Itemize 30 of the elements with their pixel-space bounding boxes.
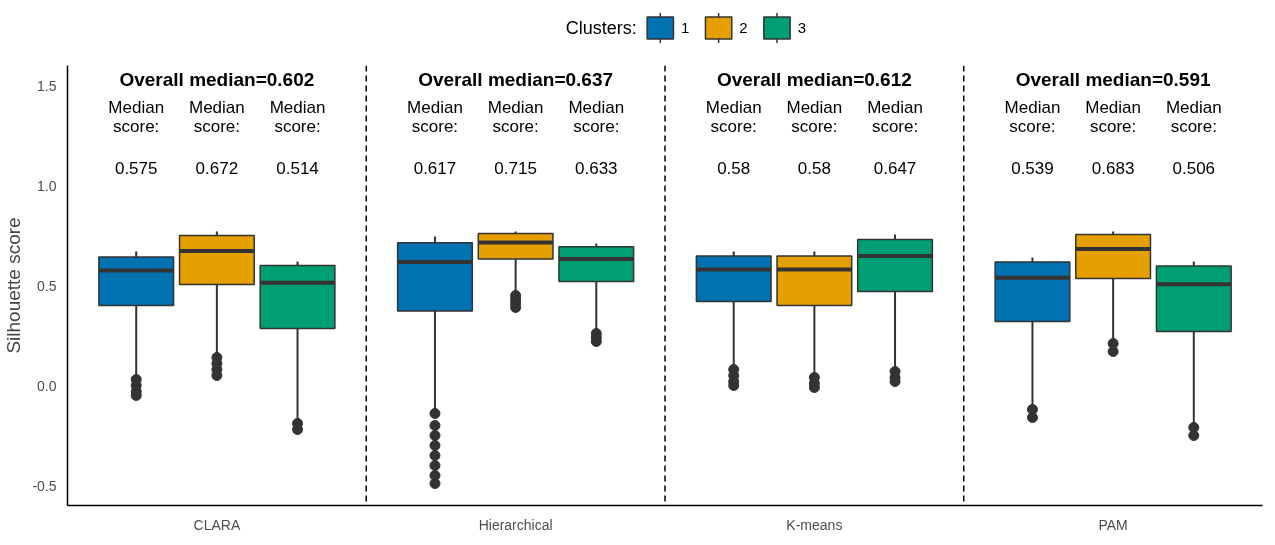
- y-tick-label: 0.5: [37, 277, 57, 294]
- annotation: Overall median=0.602: [119, 69, 315, 90]
- annotation: Overall median=0.612: [716, 69, 912, 90]
- annotation: Overall median=0.591: [1015, 69, 1211, 90]
- x-tick-label: CLARA: [193, 516, 241, 533]
- text: Median score: 0.575: [108, 97, 165, 178]
- y-tick-label: 0.0: [37, 377, 57, 394]
- legend-label: 1: [681, 19, 690, 36]
- text: Median score: 0.672: [189, 97, 245, 178]
- legend-label: 3: [797, 19, 807, 36]
- y-tick-label: -0.5: [32, 477, 57, 494]
- y-tick-label: 1.0: [37, 177, 57, 194]
- x-tick-label: PAM: [1098, 516, 1128, 533]
- x-tick-label: K-means: [786, 516, 843, 533]
- text: Median score: 0.539: [1004, 97, 1061, 178]
- x-tick-label: Hierarchical: [478, 516, 553, 533]
- text: Median score: 0.514: [269, 97, 326, 178]
- text: Median score: 0.58: [705, 97, 762, 178]
- legend-title: Clusters:: [565, 18, 637, 38]
- text: Median score: 0.683: [1085, 97, 1142, 178]
- text: Median score: 0.633: [568, 97, 625, 178]
- text: Median score: 0.58: [786, 97, 843, 178]
- y-axis-title: Silhouette score: [3, 217, 25, 354]
- text: Median score: 0.617: [407, 97, 463, 178]
- y-tick-label: 1.5: [37, 77, 57, 94]
- text: Median score: 0.647: [867, 97, 923, 178]
- legend-label: 2: [739, 19, 748, 36]
- text: Median score: 0.715: [487, 97, 544, 178]
- annotation: Overall median=0.637: [418, 69, 614, 90]
- text: Median score: 0.506: [1165, 97, 1222, 178]
